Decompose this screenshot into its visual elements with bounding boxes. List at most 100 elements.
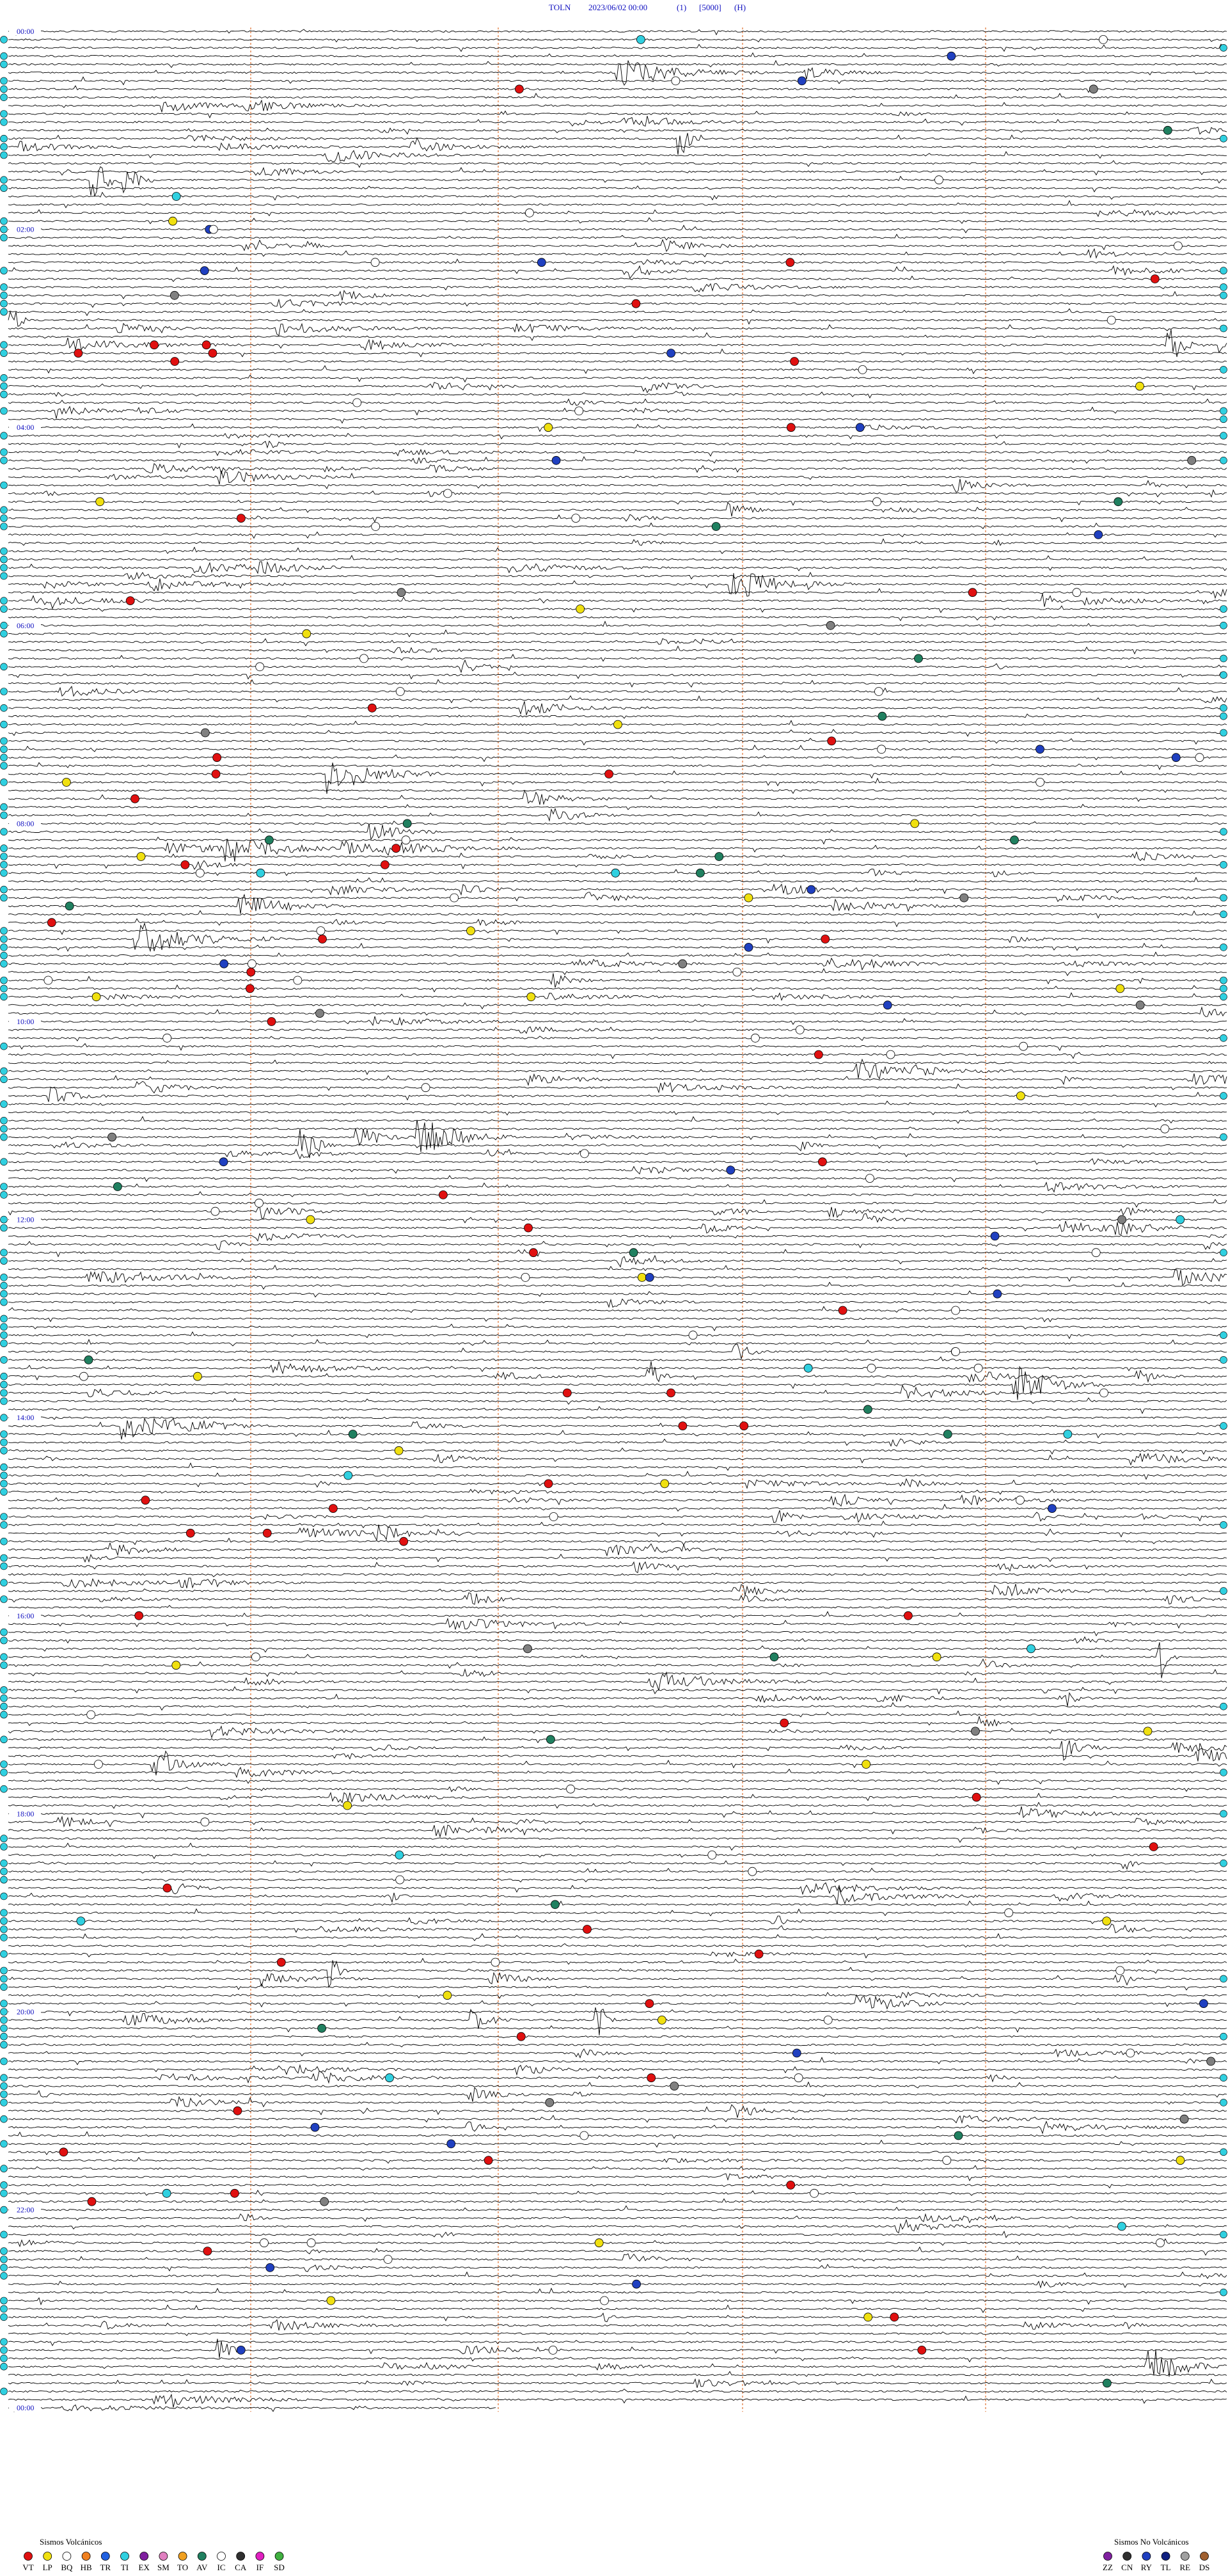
event-marker [359, 654, 368, 663]
event-marker [391, 844, 401, 853]
trace [8, 957, 1227, 971]
event-marker [200, 266, 209, 276]
trace [8, 1361, 1227, 1383]
trace [8, 605, 1227, 613]
edge-marker [0, 745, 8, 754]
event-marker [1206, 2057, 1216, 2066]
edge-marker [0, 1513, 8, 1521]
event-marker [208, 349, 217, 358]
event-marker [858, 365, 867, 374]
trace [8, 807, 1227, 822]
legend-label: SD [274, 2563, 285, 2572]
event-marker [211, 770, 221, 778]
event-marker [865, 1174, 874, 1183]
legend-marker [24, 2552, 33, 2561]
edge-marker [0, 2090, 8, 2098]
trace [8, 2121, 1227, 2135]
trace [8, 1611, 1227, 1618]
event-marker [877, 745, 886, 754]
edge-marker [0, 935, 8, 943]
event-marker [1176, 2156, 1185, 2165]
trace [8, 478, 1227, 493]
event-marker [1072, 588, 1082, 597]
edge-marker [1220, 267, 1227, 274]
trace [8, 1824, 1227, 1838]
hour-label-bg [9, 1809, 41, 1818]
trace [8, 1026, 1227, 1034]
edge-marker [0, 944, 8, 951]
trace [8, 1878, 1227, 1883]
edge-marker [0, 2355, 8, 2362]
trace [8, 1692, 1227, 1707]
trace [8, 275, 1227, 282]
trace [8, 398, 1227, 406]
edge-marker [0, 1282, 8, 1290]
trace [8, 789, 1227, 794]
edge-marker [0, 1876, 8, 1884]
edge-marker [0, 36, 8, 43]
trace [8, 754, 1227, 763]
edge-marker [0, 1117, 8, 1125]
trace [8, 52, 1227, 58]
edge-marker [0, 597, 8, 604]
trace [8, 462, 1227, 475]
event-marker [797, 76, 807, 86]
station: TOLN [549, 3, 571, 12]
edge-marker [1220, 1034, 1227, 1042]
edge-marker [0, 481, 8, 489]
trace [8, 59, 1227, 68]
event-marker [209, 225, 218, 234]
edge-marker [0, 1917, 8, 1925]
trace [8, 1221, 1227, 1235]
trace [8, 217, 1227, 225]
edge-marker [1220, 1860, 1227, 1867]
trace [8, 2064, 1227, 2076]
event-marker [546, 1735, 555, 1744]
edge-marker [0, 2074, 8, 2082]
trace [8, 1438, 1227, 1447]
trace [8, 29, 1227, 36]
edge-marker [0, 382, 8, 390]
trace [8, 588, 1227, 599]
trace [8, 2096, 1227, 2108]
edge-marker [0, 2362, 8, 2371]
event-marker [421, 1083, 430, 1093]
edge-marker [1220, 1331, 1227, 1339]
event-marker [200, 1817, 210, 1827]
event-marker [264, 835, 274, 845]
event-marker [1163, 125, 1172, 135]
event-marker [1091, 1248, 1101, 1258]
trace [8, 502, 1227, 517]
event-marker [162, 1883, 172, 1893]
event-marker [306, 2238, 316, 2248]
event-marker [1063, 1430, 1073, 1439]
event-marker [1171, 753, 1181, 763]
trace [8, 2115, 1227, 2124]
edge-marker [1220, 861, 1227, 869]
event-marker [385, 2073, 394, 2083]
edge-marker [0, 1695, 8, 1702]
edge-marker [0, 629, 8, 638]
event-marker [678, 959, 688, 968]
edge-marker [0, 1042, 8, 1050]
event-marker [1106, 315, 1116, 325]
event-marker [1099, 1388, 1108, 1398]
edge-marker [0, 1158, 8, 1166]
trace [8, 1750, 1227, 1776]
edge-marker [0, 1323, 8, 1331]
event-marker [246, 967, 256, 977]
edge-marker [1220, 366, 1227, 374]
trace [8, 1561, 1227, 1574]
edge-marker [1220, 2148, 1227, 2156]
event-marker [904, 1611, 913, 1620]
legend-marker [1103, 2552, 1112, 2561]
trace [8, 573, 1227, 597]
event-marker [537, 258, 546, 267]
edge-marker [0, 1389, 8, 1397]
legend-label: DS [1199, 2563, 1210, 2572]
legend-label: TI [121, 2563, 129, 2572]
edge-marker [1220, 1810, 1227, 1818]
edge-marker [0, 1224, 8, 1232]
edge-marker [0, 1249, 8, 1256]
